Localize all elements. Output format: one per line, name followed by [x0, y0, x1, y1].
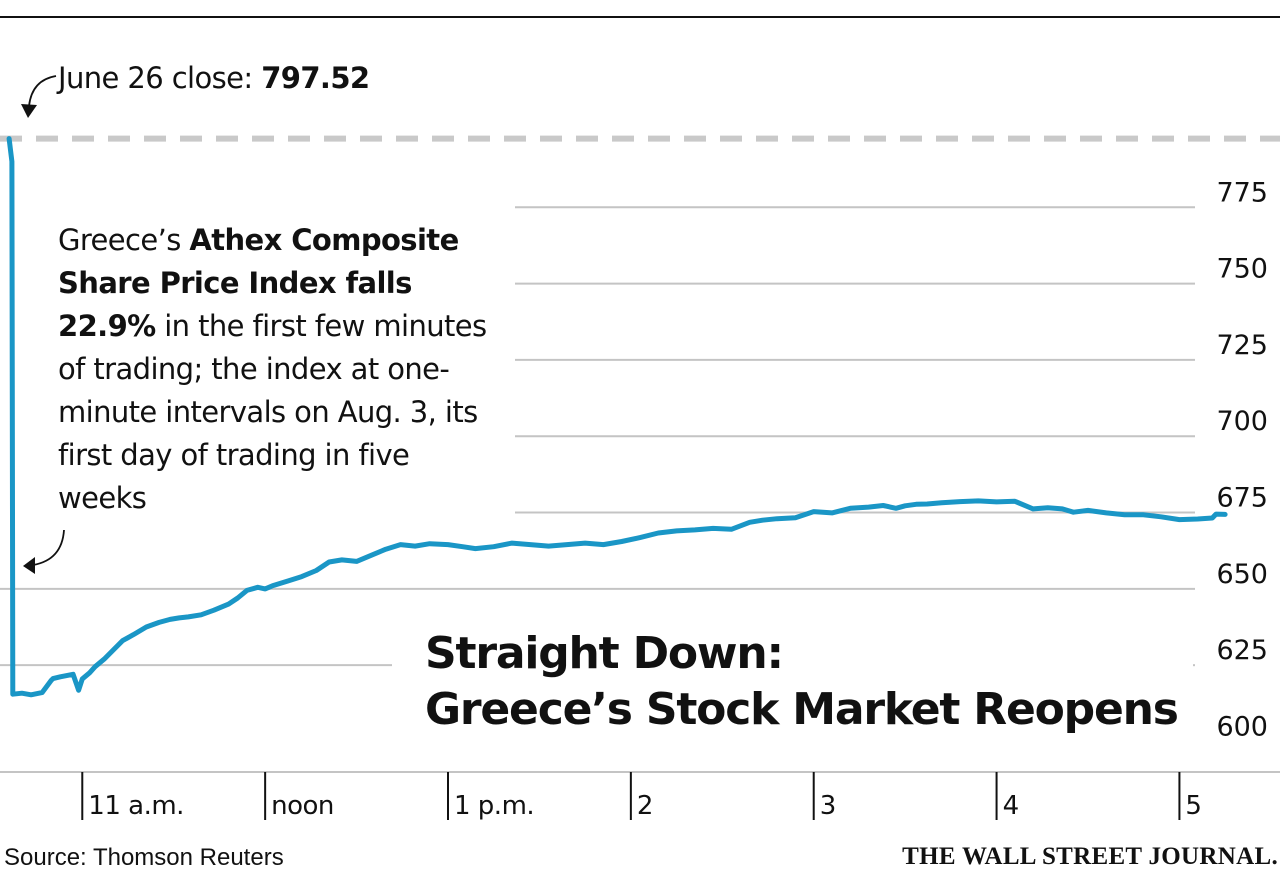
- y-tick-label: 600: [1216, 711, 1268, 742]
- x-tick-label: 1 p.m.: [454, 791, 534, 821]
- arrow-to-close-head-icon: [21, 104, 37, 118]
- annotation-segment: in the first few minutes of trading; the…: [58, 309, 487, 515]
- y-tick-label: 775: [1216, 177, 1268, 208]
- x-tick-label: noon: [271, 791, 334, 821]
- index-line: [6, 136, 1228, 698]
- y-tick-label: 750: [1216, 254, 1268, 285]
- arrow-to-drop-icon: [32, 529, 65, 566]
- annotation-segment: Greece’s: [58, 223, 190, 257]
- reference-value: 797.52: [261, 61, 370, 95]
- chart-title-line1: Straight Down:: [425, 628, 784, 679]
- chart-title: Straight Down: Greece’s Stock Market Reo…: [425, 626, 1179, 738]
- annotation-text: Greece’s Athex Composite Share Price Ind…: [58, 219, 498, 520]
- x-tick-label: 2: [637, 791, 653, 821]
- gridlines: [0, 206, 1195, 667]
- y-tick-label: 700: [1216, 406, 1268, 437]
- annotation-segment: Athex Composite Share Price Index falls …: [58, 223, 459, 343]
- arrow-to-drop-head-icon: [23, 557, 35, 574]
- x-axis-ticks: 11 a.m. noon 1 p.m. 2 3 4 5: [81, 772, 1202, 821]
- x-tick-label: 5: [1185, 791, 1201, 821]
- x-tick-label: 4: [1003, 791, 1019, 821]
- publisher-logo: THE WALL STREET JOURNAL.: [902, 843, 1278, 870]
- y-tick-label: 675: [1216, 483, 1268, 514]
- y-tick-label: 725: [1216, 330, 1268, 361]
- reference-label-text: June 26 close:: [58, 61, 262, 95]
- arrow-to-close-icon: [28, 75, 57, 107]
- x-tick-label: 11 a.m.: [88, 791, 184, 821]
- reference-label: June 26 close: 797.52: [58, 58, 370, 98]
- y-tick-label: 650: [1216, 559, 1268, 590]
- y-axis: 775 750 725 700 675 650 625 600: [1216, 177, 1268, 742]
- source-note: Source: Thomson Reuters: [4, 844, 284, 871]
- chart-title-line2: Greece’s Stock Market Reopens: [425, 684, 1179, 735]
- y-tick-label: 625: [1216, 635, 1268, 666]
- x-tick-label: 3: [820, 791, 836, 821]
